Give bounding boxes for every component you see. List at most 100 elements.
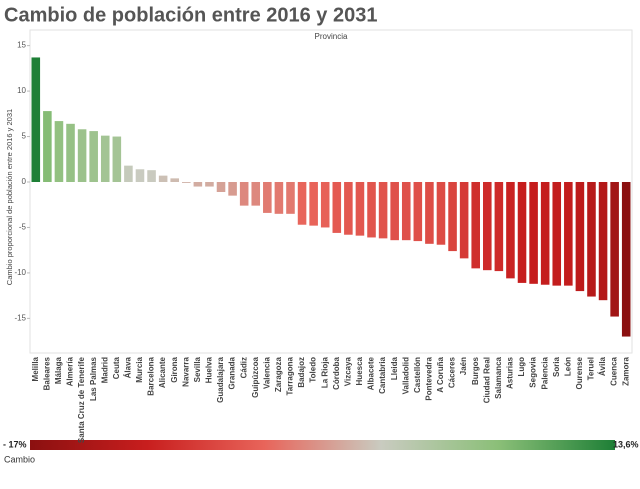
bar xyxy=(158,175,168,182)
bar xyxy=(135,169,145,182)
x-tick-label: Madrid xyxy=(100,357,109,383)
x-tick-label: Vizcaya xyxy=(343,356,352,386)
bar xyxy=(552,182,562,286)
bar xyxy=(390,182,399,241)
bar xyxy=(31,57,41,182)
x-tick-label: Barcelona xyxy=(147,356,156,395)
x-tick-label: Valladolid xyxy=(401,357,410,394)
x-tick-label: Cáceres xyxy=(448,356,457,388)
y-tick-label: -10 xyxy=(14,268,26,277)
x-tick-label: Cantabria xyxy=(378,356,387,393)
x-tick-label: Segovia xyxy=(529,356,538,387)
x-tick-label: Girona xyxy=(170,356,179,382)
x-tick-label: Álava xyxy=(124,356,133,378)
bar xyxy=(413,182,423,242)
legend-min: - 17% xyxy=(3,439,27,449)
chart-title: Cambio de población entre 2016 y 2031 xyxy=(4,4,377,26)
x-tick-label: Badajoz xyxy=(297,357,306,388)
x-tick-label: Tarragona xyxy=(286,356,295,395)
x-tick-label: Albacete xyxy=(367,356,376,390)
bar xyxy=(239,182,249,206)
y-tick-label: 10 xyxy=(17,86,26,95)
x-tick-label: Castellón xyxy=(413,357,422,393)
x-tick-label: Guipúzcoa xyxy=(251,356,260,397)
x-tick-label: Alicante xyxy=(158,356,167,388)
bar xyxy=(575,182,585,292)
x-tick-label: Cádiz xyxy=(239,357,248,378)
bar xyxy=(517,182,527,283)
y-tick-label: -15 xyxy=(14,313,26,322)
column-header: Provincia xyxy=(315,32,348,41)
x-tick-label: A Coruña xyxy=(436,356,445,392)
x-tick-label: Zamora xyxy=(621,356,630,385)
x-tick-label: Málaga xyxy=(54,356,63,384)
x-tick-label: Navarra xyxy=(181,356,190,386)
bar xyxy=(355,182,365,236)
bar xyxy=(459,182,469,259)
bar xyxy=(297,182,307,225)
x-tick-label: Las Palmas xyxy=(89,356,98,401)
legend-max: 13,6% xyxy=(613,439,639,449)
bar xyxy=(182,182,191,183)
x-tick-label: Baleares xyxy=(42,356,51,390)
x-tick-label: Toledo xyxy=(309,357,318,383)
bar xyxy=(274,182,284,214)
x-tick-label: Granada xyxy=(228,356,237,389)
bar xyxy=(436,182,446,245)
x-tick-label: Santa Cruz de Tenerife xyxy=(77,356,86,443)
bar xyxy=(124,165,133,182)
bar xyxy=(205,182,214,187)
y-tick-label: 15 xyxy=(17,41,26,50)
x-tick-label: Salamanca xyxy=(494,356,503,398)
bar xyxy=(448,182,457,252)
x-tick-label: Pontevedra xyxy=(425,356,434,400)
bar xyxy=(610,182,619,317)
bar xyxy=(378,182,388,239)
x-tick-label: Murcia xyxy=(135,356,144,382)
bar xyxy=(540,182,550,285)
x-tick-label: Burgos xyxy=(471,356,480,385)
bar xyxy=(286,182,295,214)
x-tick-label: Asturias xyxy=(506,356,515,389)
x-tick-label: Sevilla xyxy=(193,356,202,382)
x-tick-label: Lleida xyxy=(390,356,399,380)
bar xyxy=(216,182,226,192)
x-tick-label: Jaén xyxy=(459,357,468,375)
x-tick-label: Huelva xyxy=(205,356,214,383)
x-tick-label: Ávila xyxy=(598,356,607,376)
bar xyxy=(621,182,631,337)
x-tick-label: Soria xyxy=(552,356,561,377)
x-tick-label: Ciudad Real xyxy=(482,357,491,403)
bar xyxy=(332,182,342,233)
bar xyxy=(147,170,156,182)
bar xyxy=(320,182,330,228)
bar xyxy=(598,182,608,301)
y-tick-label: 0 xyxy=(22,177,27,186)
bar xyxy=(66,123,75,182)
x-tick-label: Zaragoza xyxy=(274,356,283,392)
bar xyxy=(89,131,98,182)
y-tick-label: -5 xyxy=(19,223,27,232)
x-tick-label: Teruel xyxy=(587,357,596,380)
bar xyxy=(564,182,573,286)
bar xyxy=(309,182,318,226)
x-tick-label: Melilla xyxy=(31,356,40,381)
x-tick-label: Palencia xyxy=(540,356,549,389)
x-tick-label: Almería xyxy=(66,356,75,386)
bar xyxy=(471,182,480,269)
y-axis-label: Cambio proporcional de población entre 2… xyxy=(5,109,14,285)
bar xyxy=(251,182,261,206)
bar xyxy=(263,182,272,213)
x-tick-label: La Rioja xyxy=(320,356,329,388)
bar xyxy=(170,178,179,182)
bar xyxy=(425,182,434,244)
legend-title: Cambio xyxy=(4,454,35,464)
bar xyxy=(193,182,203,187)
bar xyxy=(100,135,110,182)
x-tick-label: Cuenca xyxy=(610,356,619,385)
bar xyxy=(228,182,237,196)
x-tick-label: Ceuta xyxy=(112,356,121,379)
bar xyxy=(54,121,64,182)
bar xyxy=(529,182,538,284)
